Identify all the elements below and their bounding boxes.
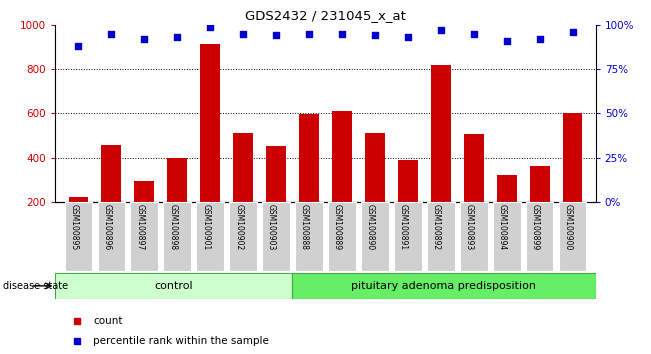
Point	[106, 31, 117, 36]
Point	[370, 33, 380, 38]
Bar	[102, 145, 121, 246]
Bar	[68, 198, 89, 246]
Text: GSM100898: GSM100898	[168, 204, 177, 250]
Point	[304, 31, 314, 36]
Bar	[55, 273, 292, 299]
Bar	[530, 166, 549, 246]
Text: disease state: disease state	[3, 281, 68, 291]
Text: count: count	[93, 316, 122, 326]
Text: GDS2432 / 231045_x_at: GDS2432 / 231045_x_at	[245, 9, 406, 22]
Bar	[134, 181, 154, 246]
Point	[469, 31, 479, 36]
Bar	[332, 111, 352, 246]
Bar	[427, 202, 454, 271]
Point	[73, 43, 83, 49]
Text: GSM100903: GSM100903	[267, 204, 276, 250]
Bar	[562, 113, 583, 246]
Point	[172, 34, 182, 40]
Bar	[295, 202, 323, 271]
Bar	[163, 202, 191, 271]
Text: GSM100896: GSM100896	[102, 204, 111, 250]
Text: GSM100891: GSM100891	[399, 204, 408, 250]
Bar	[464, 134, 484, 246]
Bar	[98, 202, 125, 271]
Bar	[292, 273, 596, 299]
Text: GSM100892: GSM100892	[432, 204, 441, 250]
Text: GSM100890: GSM100890	[366, 204, 375, 250]
Bar	[431, 65, 450, 246]
Bar	[398, 160, 418, 246]
Text: GSM100901: GSM100901	[201, 204, 210, 250]
Bar	[197, 202, 224, 271]
Text: GSM100902: GSM100902	[234, 204, 243, 250]
Text: GSM100897: GSM100897	[135, 204, 145, 250]
Point	[436, 27, 446, 33]
Bar	[328, 202, 356, 271]
Bar	[559, 202, 587, 271]
Bar	[262, 202, 290, 271]
Bar	[266, 147, 286, 246]
Point	[271, 33, 281, 38]
Text: GSM100894: GSM100894	[498, 204, 506, 250]
Text: GSM100888: GSM100888	[300, 204, 309, 250]
Point	[403, 34, 413, 40]
Point	[501, 38, 512, 44]
Bar	[201, 44, 220, 246]
Text: percentile rank within the sample: percentile rank within the sample	[93, 336, 269, 346]
Text: pituitary adenoma predisposition: pituitary adenoma predisposition	[351, 281, 536, 291]
Bar	[497, 175, 517, 246]
Text: GSM100895: GSM100895	[70, 204, 78, 250]
Bar	[299, 114, 319, 246]
Text: GSM100899: GSM100899	[531, 204, 540, 250]
Text: GSM100893: GSM100893	[465, 204, 474, 250]
Bar	[365, 133, 385, 246]
Bar	[493, 202, 521, 271]
Bar	[229, 202, 257, 271]
Bar	[460, 202, 488, 271]
Bar	[233, 133, 253, 246]
Point	[205, 24, 215, 29]
Bar	[130, 202, 158, 271]
Bar	[64, 202, 92, 271]
Point	[337, 31, 347, 36]
Point	[139, 36, 150, 42]
Bar	[394, 202, 422, 271]
Point	[534, 36, 545, 42]
Bar	[167, 158, 187, 246]
Bar	[361, 202, 389, 271]
Bar	[526, 202, 553, 271]
Point	[238, 31, 248, 36]
Text: control: control	[154, 281, 193, 291]
Point	[568, 29, 578, 35]
Text: GSM100889: GSM100889	[333, 204, 342, 250]
Text: GSM100900: GSM100900	[564, 204, 573, 250]
